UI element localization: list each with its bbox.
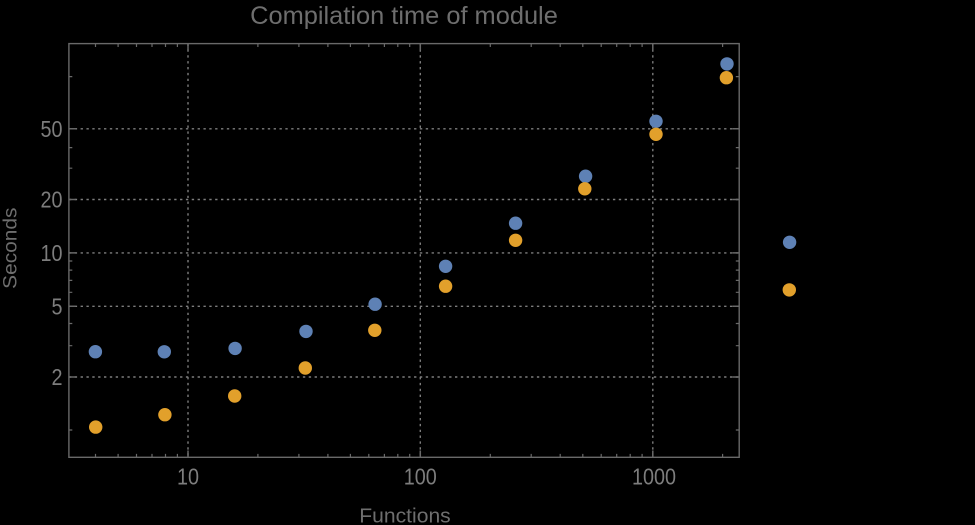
svg-text:10: 10: [40, 241, 62, 267]
svg-text:2: 2: [51, 365, 62, 391]
svg-text:Compilation time of module: Compilation time of module: [250, 2, 558, 30]
svg-text:20: 20: [40, 187, 62, 213]
svg-text:Seconds: Seconds: [0, 208, 21, 289]
svg-text:1000: 1000: [632, 464, 676, 490]
svg-text:5: 5: [51, 294, 62, 320]
svg-text:10: 10: [177, 464, 199, 490]
svg-text:Functions: Functions: [359, 505, 450, 525]
svg-text:50: 50: [40, 116, 62, 142]
svg-text:100: 100: [404, 464, 437, 490]
